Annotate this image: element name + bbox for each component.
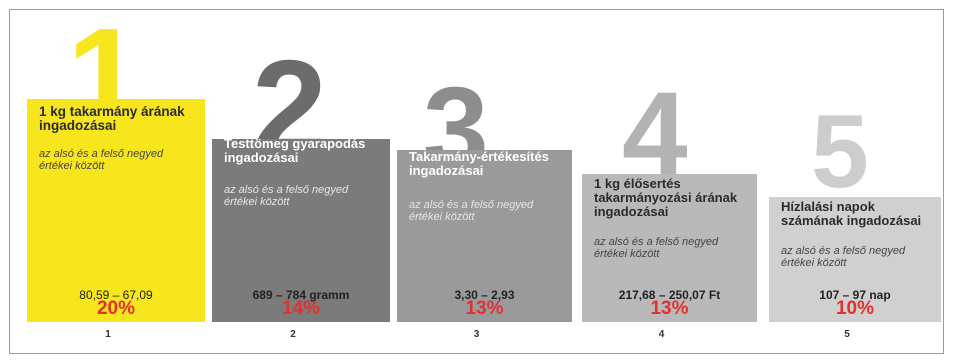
bar-2: Testtömeg gyarapodás ingadozásai az alsó … <box>212 136 390 322</box>
bar-3: Takarmány-értékesítés ingadozásai az alsó… <box>397 150 572 322</box>
bar-subtitle: az alsó és a felső negyed értékei között <box>781 245 906 269</box>
x-tick-label: 4 <box>658 329 665 340</box>
bar-percent-label: 13% <box>650 298 689 319</box>
bar-percent-label: 14% <box>281 298 321 319</box>
bar-subtitle: az alsó és a felső negyed értékei között <box>39 148 164 172</box>
x-tick-label: 5 <box>844 329 850 340</box>
rank-numeral: 4 <box>622 68 688 200</box>
bar-subtitle: az alsó és a felső negyed értékei között <box>224 184 349 208</box>
bar-1: 1 kg takarmány árának ingadozásai az alsó… <box>27 99 205 322</box>
bar-subtitle: az alsó és a felső negyed értékei között <box>409 199 534 223</box>
bar-title: 1 kg élősertés takarmányozási árának ing… <box>594 176 738 219</box>
bar-range: 80,59 – 67,09 <box>79 288 153 302</box>
bar-percent-label: 20% <box>96 298 136 319</box>
bar-percent-label: 13% <box>465 298 504 319</box>
bar-4: 1 kg élősertés takarmányozási árának ing… <box>582 174 757 322</box>
bar-title: Takarmány-értékesítés ingadozásai <box>409 149 549 178</box>
x-tick-label: 3 <box>473 329 480 340</box>
bar-range: 689 – 784 gramm <box>252 288 350 302</box>
rank-numeral: 5 <box>811 94 869 210</box>
bar-range: 3,30 – 2,93 <box>454 288 515 302</box>
bar-5: Hízlalási napok számának ingadozásai az a… <box>769 197 941 322</box>
bar-subtitle: az alsó és a felső negyed értékei között <box>594 236 719 260</box>
bar-title: 1 kg takarmány árának ingadozásai <box>39 104 185 133</box>
bar-range: 107 – 97 nap <box>819 288 891 302</box>
bar-title: Hízlalási napok számának ingadozásai <box>781 199 922 228</box>
x-tick-label: 2 <box>290 329 296 340</box>
bar-percent-label: 10% <box>835 298 875 319</box>
bar-range: 217,68 – 250,07 Ft <box>618 288 721 302</box>
x-tick-label: 1 <box>105 329 111 340</box>
bar-title: Testtömeg gyarapodás ingadozásai <box>224 136 366 165</box>
